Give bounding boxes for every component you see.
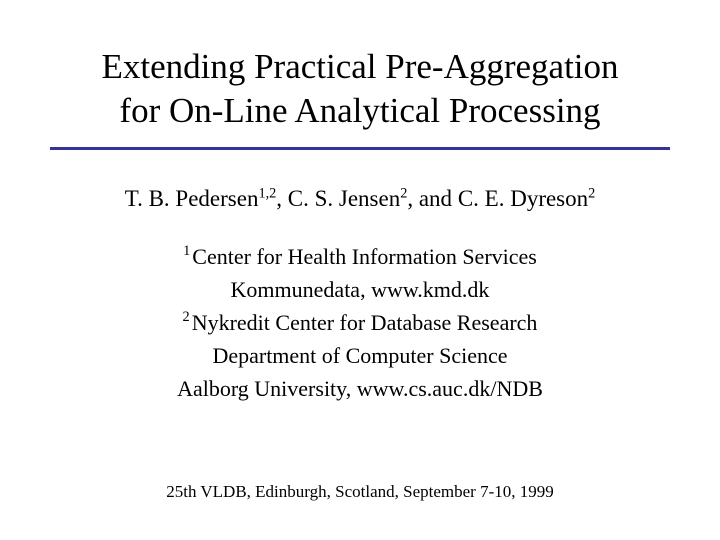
affil-3-text: Nykredit Center for Database Research [192, 310, 538, 335]
author-sep-1: , [276, 186, 288, 211]
title-rule [50, 147, 670, 150]
author-2-name: C. S. Jensen [288, 186, 400, 211]
affil-line-4: Department of Computer Science [177, 339, 543, 372]
affil-3-sup: 2 [183, 309, 190, 325]
slide-footer: 25th VLDB, Edinburgh, Scotland, Septembe… [166, 482, 554, 520]
authors-line: T. B. Pedersen1,2, C. S. Jensen 2 , and C.… [125, 186, 596, 212]
title-line-1: Extending Practical Pre-Aggregation [101, 47, 618, 86]
author-3-name: C. E. Dyreson [458, 186, 588, 211]
slide: Extending Practical Pre-Aggregation for … [0, 0, 720, 540]
author-sep-2: , and [407, 186, 457, 211]
affil-1-sup: 1 [183, 243, 190, 259]
affil-line-2: Kommunedata, www.kmd.dk [177, 273, 543, 306]
affil-line-5: Aalborg University, www.cs.auc.dk/NDB [177, 372, 543, 405]
author-1-name: T. B. Pedersen [125, 186, 259, 211]
author-1-sup: 1,2 [258, 185, 276, 201]
affil-line-3: 2Nykredit Center for Database Research [177, 306, 543, 339]
affil-line-1: 1Center for Health Information Services [177, 240, 543, 273]
affil-1-text: Center for Health Information Services [192, 244, 537, 269]
author-3-sup: 2 [588, 185, 595, 201]
affiliations: 1Center for Health Information Services … [177, 240, 543, 405]
slide-title: Extending Practical Pre-Aggregation for … [101, 45, 618, 133]
title-line-2: for On-Line Analytical Processing [119, 91, 600, 130]
